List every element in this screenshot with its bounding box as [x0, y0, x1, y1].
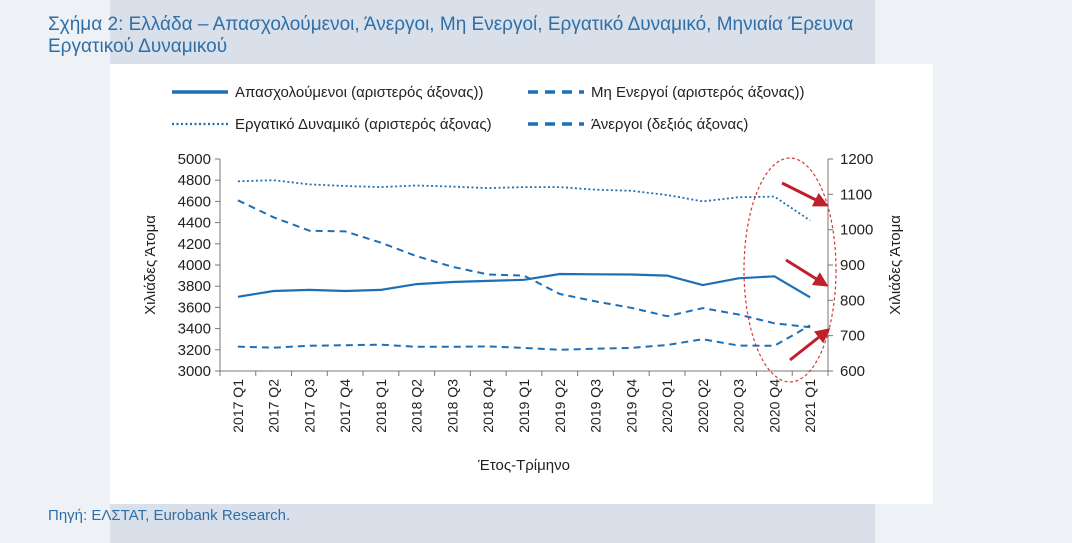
series-line-1 [237, 324, 811, 351]
figure-title-line1: Σχήμα 2: Ελλάδα – Απασχολούμενοι, Άνεργο… [48, 14, 854, 35]
y-left-tick-label: 4000 [178, 257, 211, 274]
y-left-tick-label: 3000 [178, 363, 211, 380]
x-tick-label: 2020 Q1 [659, 379, 675, 433]
x-tick-label: 2018 Q3 [444, 379, 460, 433]
series-line-0 [237, 272, 811, 299]
series-line-3 [237, 199, 811, 329]
y-right-tick-label: 1000 [840, 222, 873, 239]
x-tick-label: 2018 Q4 [480, 379, 496, 433]
figure-title: Σχήμα 2: Ελλάδα – Απασχολούμενοι, Άνεργο… [48, 14, 1048, 58]
annotation-arrow [781, 181, 829, 207]
x-tick-label: 2020 Q2 [695, 379, 711, 433]
y-left-tick-label: 3400 [178, 321, 211, 338]
x-tick-label: 2020 Q4 [766, 379, 782, 433]
y-left-tick-label: 3600 [178, 299, 211, 316]
chart-series [237, 179, 811, 351]
y-left-tick-label: 4400 [178, 215, 211, 232]
chart-legend: Απασχολούμενοι (αριστερός άξονας)) Μη Ενε… [172, 84, 804, 133]
y-right-tick-label: 1100 [840, 186, 872, 203]
x-tick-label: 2019 Q3 [588, 379, 604, 433]
chart-panel [110, 64, 933, 504]
y-right-tick-label: 1200 [840, 151, 873, 168]
x-tick-label: 2019 Q2 [552, 379, 568, 433]
x-tick-label: 2017 Q3 [301, 379, 317, 433]
chart-axes: 3000 3200 3400 3600 3800 4000 4200 4400 4600 4800… [142, 151, 904, 474]
y-right-tick-label: 900 [840, 257, 865, 274]
y-axis-right-title: Χιλιάδες Άτομα [887, 215, 904, 315]
annotation-arrow [789, 328, 831, 362]
legend-label-1: Μη Ενεργοί (αριστερός άξονας)) [591, 84, 804, 101]
y-left-tick-label: 3800 [178, 278, 211, 295]
annotation-arrow [785, 258, 829, 287]
x-tick-label: 2017 Q4 [337, 379, 353, 433]
legend-label-0: Απασχολούμενοι (αριστερός άξονας)) [235, 84, 483, 101]
x-tick-label: 2020 Q3 [731, 379, 747, 433]
x-tick-label: 2017 Q2 [266, 379, 282, 433]
y-left-tick-label: 4200 [178, 236, 211, 253]
y-right-tick-label: 700 [840, 328, 865, 345]
x-axis-title: Έτος-Τρίμηνο [477, 457, 570, 474]
y-right-tick-label: 800 [840, 292, 865, 309]
legend-label-2: Εργατικό Δυναμικό (αριστερός άξονας) [235, 116, 492, 133]
highlight-ellipse [743, 157, 837, 383]
x-tick-label: 2019 Q4 [623, 379, 639, 433]
y-left-tick-label: 3200 [178, 342, 211, 359]
x-tick-label: 2017 Q1 [230, 379, 246, 433]
y-right-tick-label: 600 [840, 363, 865, 380]
y-axis-left-title: Χιλιάδες Άτομα [142, 215, 159, 315]
chart-annotations [743, 157, 837, 383]
series-line-2 [237, 179, 811, 222]
y-left-tick-label: 4800 [178, 172, 211, 189]
y-left-tick-label: 4600 [178, 193, 211, 210]
figure-title-line2: Εργατικού Δυναμικού [48, 36, 228, 57]
source-note: Πηγή: ΕΛΣΤΑΤ, Eurobank Research. [48, 507, 291, 524]
legend-label-3: Άνεργοι (δεξιός άξονας) [591, 116, 748, 133]
x-tick-label: 2019 Q1 [516, 379, 532, 433]
x-tick-label: 2018 Q2 [409, 379, 425, 433]
x-tick-label: 2021 Q1 [802, 379, 818, 433]
x-tick-label: 2018 Q1 [373, 379, 389, 433]
y-left-tick-label: 5000 [178, 151, 211, 168]
